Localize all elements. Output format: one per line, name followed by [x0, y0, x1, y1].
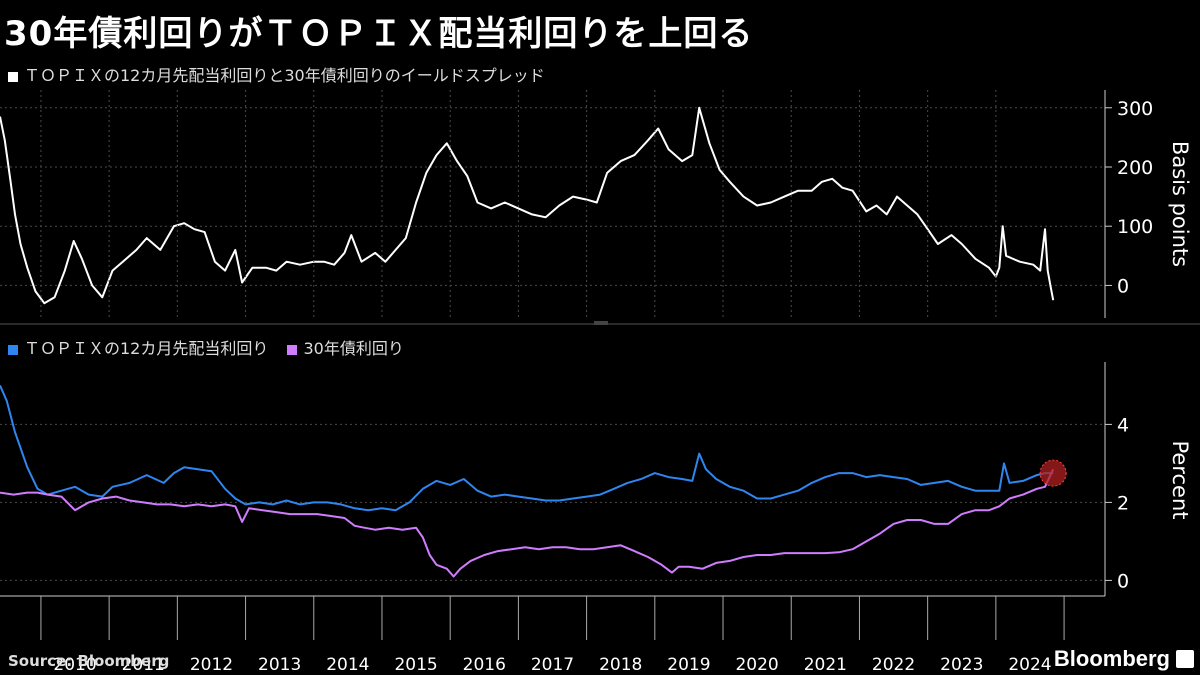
bottom-panel: 0 2 4 — [0, 362, 1129, 596]
topix-yield-swatch — [8, 344, 18, 355]
top-y-tick-label: 0 — [1117, 275, 1129, 297]
top-chart-legend: ＴＯＰＩＸの12カ月先配当利回りと30年債利回りのイールドスプレッド — [8, 62, 545, 86]
bot-series-line-0 — [0, 385, 1054, 512]
jgb30-yield-swatch — [287, 344, 298, 355]
x-tick-label: 2018 — [599, 655, 642, 675]
x-tick-label: 2010 — [53, 655, 96, 675]
x-tick-label: 2024 — [1008, 655, 1051, 675]
x-tick-label: 2016 — [463, 655, 506, 675]
top-y-tick-label: 300 — [1117, 98, 1153, 120]
top-y-tick-label: 100 — [1117, 216, 1153, 238]
panel-resize-handle[interactable] — [594, 321, 608, 325]
bot-y-tick-label: 0 — [1117, 570, 1129, 592]
bot-y-tick-label: 4 — [1117, 414, 1129, 436]
top-y-axis-label: Basis points — [1168, 141, 1192, 267]
legend-jgb30-yield: 30年債利回り — [303, 339, 404, 358]
legend-topix-yield: ＴＯＰＩＸの12カ月先配当利回り — [24, 339, 269, 358]
x-tick-label: 2017 — [531, 655, 574, 675]
top-chart-title: ＴＯＰＩＸの12カ月先配当利回りと30年債利回りのイールドスプレッド — [24, 66, 545, 85]
x-tick-label: 2014 — [326, 655, 369, 675]
x-tick-label: 2011 — [122, 655, 165, 675]
x-tick-label: 2019 — [667, 655, 710, 675]
source-note: Source: Bloomberg — [8, 652, 170, 670]
top-panel: 0 100 200 300 — [0, 90, 1153, 318]
x-tick-label: 2015 — [394, 655, 437, 675]
bot-y-tick-label: 2 — [1117, 492, 1129, 514]
x-tick-label: 2023 — [940, 655, 983, 675]
x-tick-label: 2022 — [872, 655, 915, 675]
bot-series-line-1 — [0, 468, 1055, 578]
x-tick-label: 2012 — [190, 655, 233, 675]
top-y-tick-label: 200 — [1117, 157, 1153, 179]
bottom-chart-legend: ＴＯＰＩＸの12カ月先配当利回り 30年債利回り — [8, 335, 418, 359]
top-series-line-0 — [0, 106, 1055, 305]
bottom-y-axis-label: Percent — [1168, 440, 1192, 519]
bloomberg-logo-icon — [1176, 650, 1194, 668]
crossover-highlight — [1039, 459, 1067, 487]
top-series-swatch — [8, 71, 18, 82]
x-axis: 2010 2011 2012 2013 2014 2015 2016 2017 2018 2019… — [0, 90, 1105, 675]
x-tick-label: 2020 — [735, 655, 778, 675]
brand-wordmark: Bloomberg — [1053, 646, 1170, 671]
x-tick-label: 2021 — [804, 655, 847, 675]
x-tick-label: 2013 — [258, 655, 301, 675]
chart-title: 30年債利回りがＴＯＰＩＸ配当利回りを上回る — [4, 14, 754, 54]
